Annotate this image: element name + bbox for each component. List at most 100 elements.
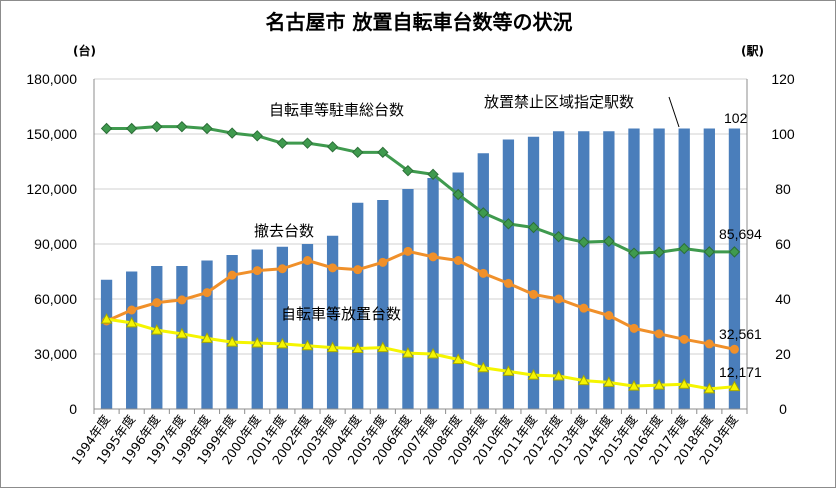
total-parking-point <box>578 236 590 248</box>
series-line <box>106 125 735 255</box>
abandoned-point <box>552 369 565 381</box>
total-parking-point <box>201 122 213 135</box>
removed-point <box>152 298 162 308</box>
removed-point <box>679 334 689 344</box>
station-bar <box>603 131 615 409</box>
removed-point <box>177 295 187 305</box>
abandoned-point <box>703 382 716 394</box>
removed-series-label: 撤去台数 <box>254 222 314 240</box>
axes <box>93 79 748 414</box>
abandoned-series-label: 自転車等放置台数 <box>281 305 401 323</box>
station-bar <box>326 235 339 409</box>
station-bar <box>352 202 364 409</box>
total-parking-point <box>552 230 565 243</box>
station-bar <box>477 153 489 409</box>
abandoned-point <box>402 347 414 358</box>
removed-point <box>302 256 312 265</box>
station-bar <box>100 279 113 409</box>
removed-point <box>227 270 237 280</box>
removed-point <box>127 305 137 315</box>
series-line <box>105 249 735 351</box>
removed-point <box>328 263 338 273</box>
station-count-bars <box>100 128 741 409</box>
abandoned-point <box>452 353 465 364</box>
total-parking-point <box>427 168 439 181</box>
total-parking-point <box>628 247 640 259</box>
removed-point <box>252 266 262 276</box>
total-parking-point <box>703 246 716 258</box>
removed-point <box>604 311 614 320</box>
abandoned-point <box>653 379 665 390</box>
right-axis-unit: (駅) <box>741 44 764 58</box>
station-bar <box>226 255 238 409</box>
removed-point <box>453 256 463 265</box>
abandoned-point <box>527 369 540 380</box>
total-parking-point <box>603 235 615 247</box>
station-bar <box>276 246 289 409</box>
total-parking-point <box>301 137 314 149</box>
station-bar <box>402 189 414 409</box>
left-axis-unit: (台) <box>73 43 96 58</box>
abandoned-point <box>678 378 691 389</box>
total-parking-point <box>151 120 163 133</box>
total-parking-point <box>276 137 289 149</box>
station-bar <box>678 128 690 409</box>
station-bar <box>628 128 640 409</box>
removed-point <box>729 344 739 354</box>
left-tick-label: 180,000 <box>26 71 77 87</box>
right-tick-label: 40 <box>775 291 791 307</box>
abandoned-point <box>176 327 188 339</box>
station-bar <box>427 178 439 409</box>
station-bar <box>151 266 163 409</box>
station-bar <box>502 139 515 409</box>
abandoned-point <box>326 341 339 353</box>
bar-last-value-label: 102 <box>724 110 748 126</box>
total-parking-point <box>653 246 665 258</box>
abandoned-point <box>628 380 640 391</box>
abandoned-point <box>728 380 741 392</box>
station-bar <box>251 249 263 409</box>
abandoned-point <box>100 313 113 324</box>
left-tick-label: 90,000 <box>34 236 77 252</box>
total-parking-point <box>678 242 690 255</box>
right-tick-label: 100 <box>771 126 795 142</box>
abandoned-point <box>351 342 364 353</box>
total-parking-point <box>125 122 138 135</box>
total-parking-point <box>377 146 389 159</box>
station-bar <box>452 172 464 409</box>
total-parking-point <box>352 146 364 159</box>
abandoned-point <box>577 374 590 386</box>
right-tick-label: 80 <box>775 181 791 197</box>
removed-point <box>579 303 589 313</box>
station-bar <box>653 128 665 409</box>
total-parking-point <box>728 246 741 258</box>
left-tick-label: 150,000 <box>26 126 77 142</box>
removed-point <box>554 294 564 304</box>
removed-point <box>378 257 388 267</box>
station-bar <box>126 271 138 409</box>
abandoned-point <box>125 316 138 328</box>
removed-point <box>428 252 438 262</box>
left-tick-label: 0 <box>69 401 77 417</box>
abandoned-point <box>150 324 163 335</box>
abandoned-point <box>427 347 439 359</box>
chart-title: 名古屋市 放置自転車台数等の状況 <box>266 10 573 34</box>
bar-series-label: 放置禁止区域指定駅数 <box>484 93 634 111</box>
station-bar <box>728 128 741 409</box>
series-lines <box>100 120 741 394</box>
removed-point <box>202 288 212 298</box>
series-line <box>106 317 735 391</box>
removed-last-value-label: 32,561 <box>719 326 762 342</box>
left-tick-label: 60,000 <box>34 291 77 307</box>
station-bar <box>527 136 540 409</box>
total-parking-point <box>502 218 515 230</box>
bar-series-label-leader <box>668 96 680 128</box>
removed-point <box>277 264 287 274</box>
removed-point <box>529 289 539 299</box>
right-tick-label: 0 <box>779 401 787 417</box>
removed-point <box>629 323 639 333</box>
removed-point <box>654 329 664 339</box>
right-tick-label: 20 <box>775 346 791 362</box>
